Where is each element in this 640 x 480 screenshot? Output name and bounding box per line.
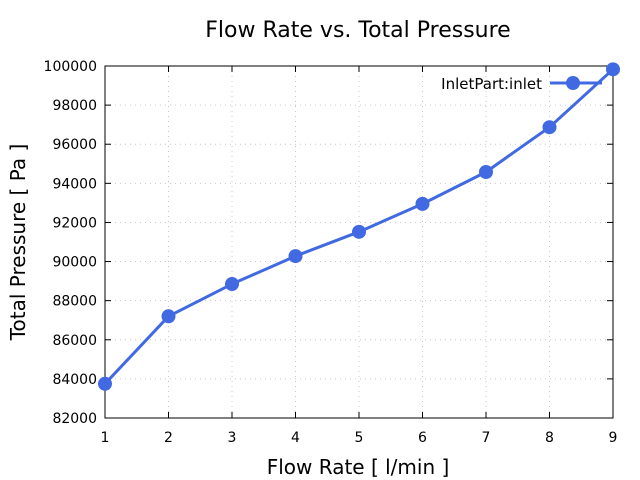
y-tick-label: 82000 xyxy=(52,411,97,427)
legend-marker xyxy=(566,76,580,90)
axis-ticks: 1 2 3 4 5 6 7 8 9 82000 84000 86000 88000 90000 92000 9… xyxy=(44,59,618,446)
x-axis-label: Flow Rate [ l/min ] xyxy=(267,455,450,479)
x-tick-label: 9 xyxy=(609,430,618,446)
y-tick-label: 88000 xyxy=(52,294,97,310)
data-point xyxy=(542,120,557,135)
grid xyxy=(105,66,613,418)
y-axis-label: Total Pressure [ Pa ] xyxy=(6,144,30,342)
data-point xyxy=(479,164,493,179)
y-tick-label: 84000 xyxy=(52,372,97,388)
y-tick-label: 96000 xyxy=(52,137,97,153)
y-tick-label: 86000 xyxy=(52,333,97,349)
x-tick-label: 6 xyxy=(418,430,427,446)
y-tick-label: 92000 xyxy=(52,215,97,231)
data-point xyxy=(606,62,620,77)
y-tick-label: 100000 xyxy=(44,59,97,75)
legend: InletPart:inlet xyxy=(441,75,602,93)
data-point xyxy=(288,249,303,264)
series-layer xyxy=(98,62,620,391)
x-tick-label: 3 xyxy=(228,430,237,446)
y-tick-label: 90000 xyxy=(52,255,97,271)
x-tick-label: 5 xyxy=(355,430,364,446)
x-tick-label: 8 xyxy=(545,430,554,446)
chart-title: Flow Rate vs. Total Pressure xyxy=(205,18,510,43)
x-tick-label: 2 xyxy=(164,430,173,446)
data-point xyxy=(225,277,239,292)
data-point xyxy=(98,376,112,391)
data-point xyxy=(352,224,366,239)
x-tick-label: 1 xyxy=(101,430,110,446)
data-point xyxy=(415,196,430,211)
y-tick-label: 98000 xyxy=(52,98,97,114)
data-point xyxy=(161,309,176,324)
y-tick-label: 94000 xyxy=(52,176,97,192)
x-tick-label: 7 xyxy=(482,430,491,446)
x-tick-label: 4 xyxy=(291,430,300,446)
legend-label: InletPart:inlet xyxy=(441,75,542,93)
